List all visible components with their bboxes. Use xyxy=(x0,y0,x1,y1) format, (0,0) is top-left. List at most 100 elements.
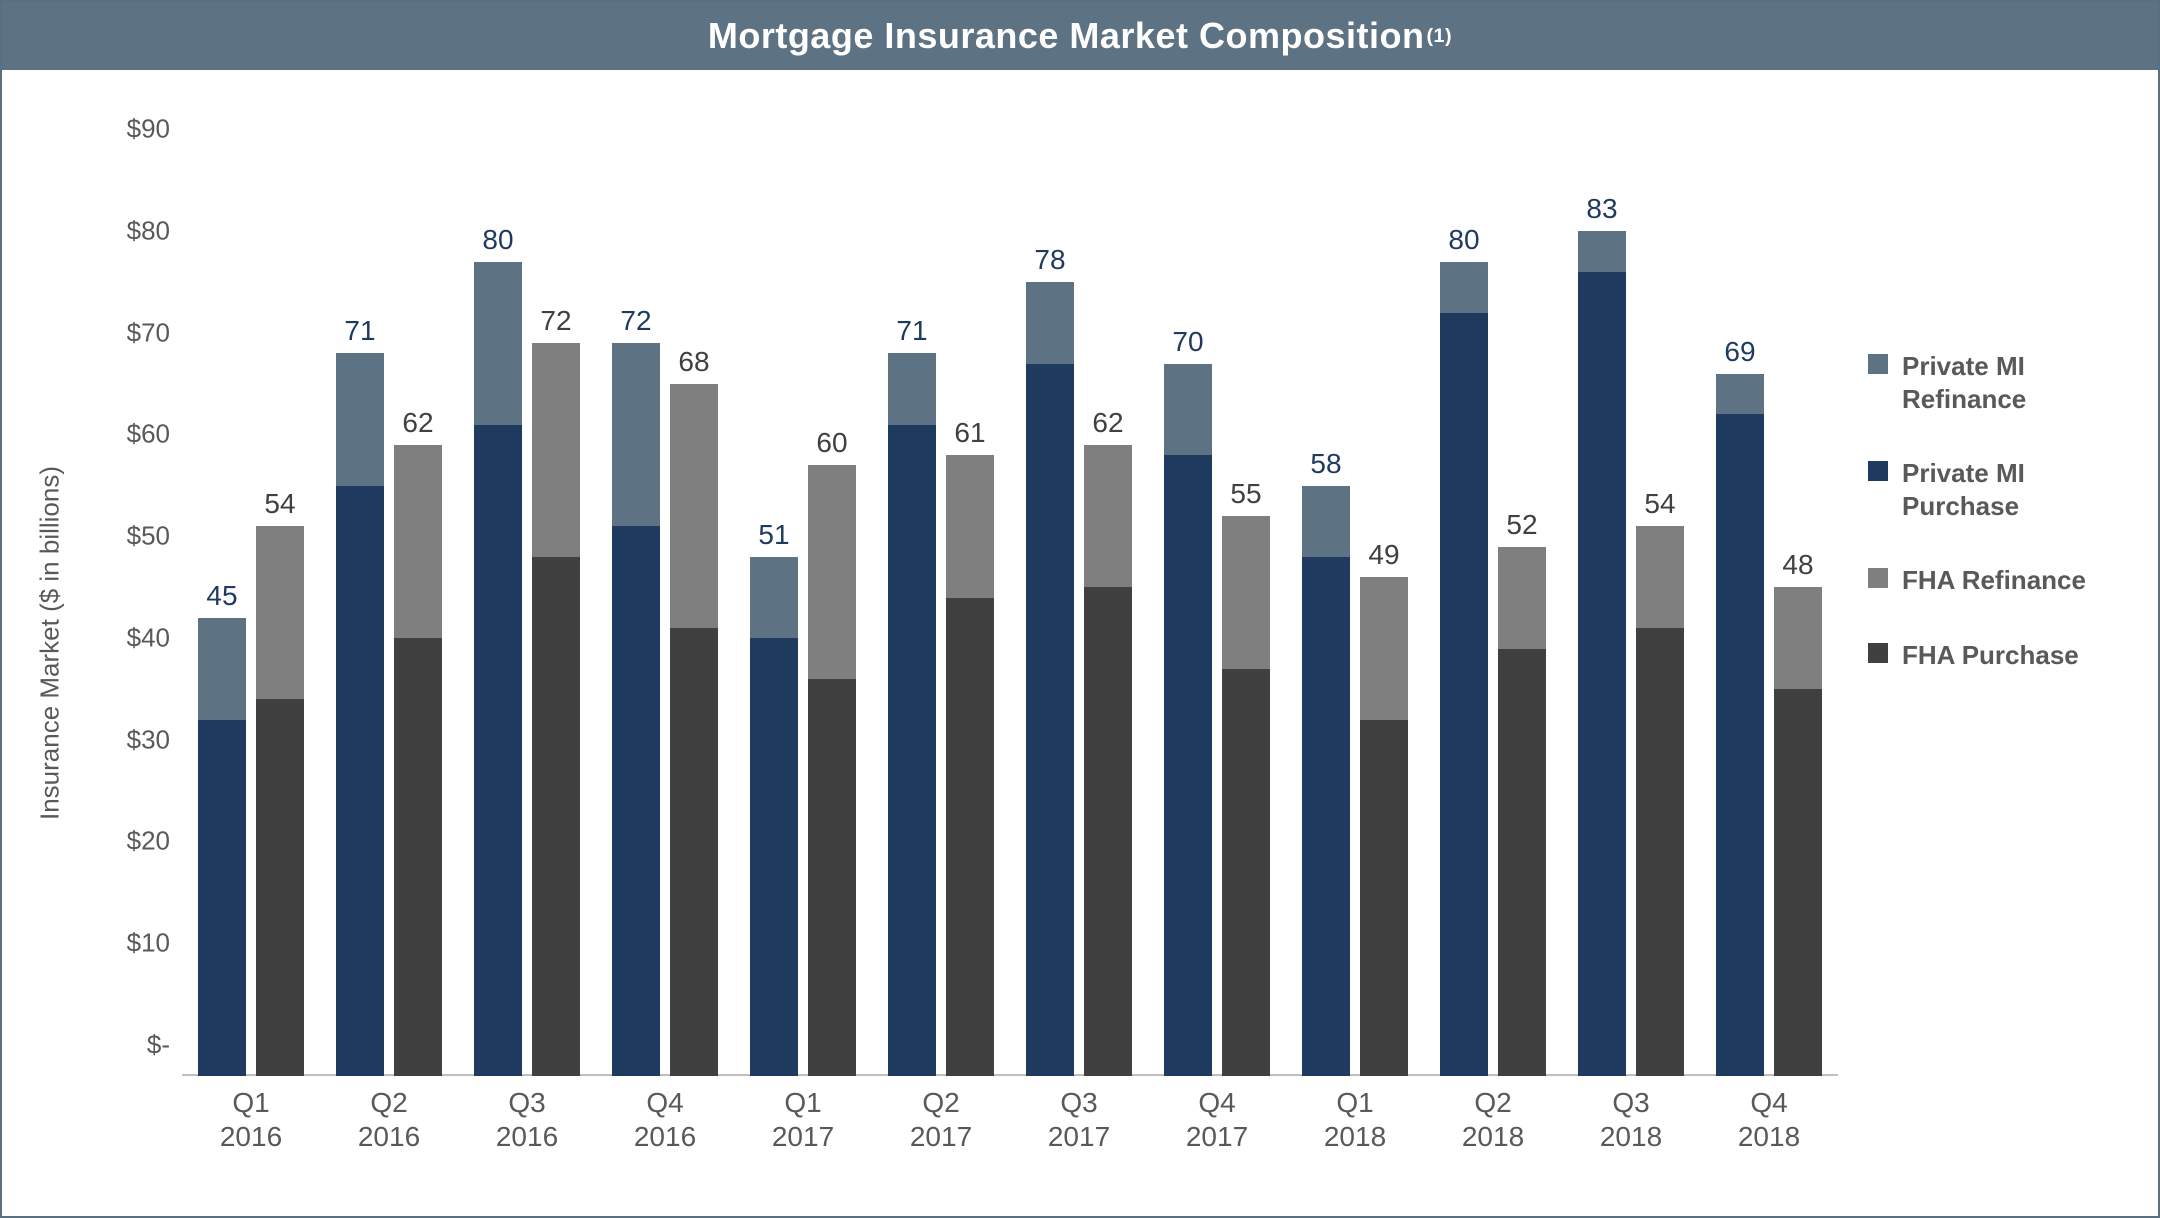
seg-fha-purchase xyxy=(1360,720,1408,1076)
seg-private-purchase xyxy=(1026,364,1074,1076)
bar-total-private: 78 xyxy=(1034,244,1065,276)
x-tick-label: Q22017 xyxy=(910,1076,972,1153)
legend-swatch xyxy=(1868,643,1888,663)
x-tick-label: Q32016 xyxy=(496,1076,558,1153)
bar-private-mi: 72 xyxy=(612,343,660,1076)
bar-group: 5160Q12017 xyxy=(734,160,872,1076)
y-tick-label: $80 xyxy=(127,215,170,246)
seg-fha-refinance xyxy=(946,455,994,597)
x-tick-label: Q12016 xyxy=(220,1076,282,1153)
seg-fha-refinance xyxy=(808,465,856,679)
bar-fha: 48 xyxy=(1774,587,1822,1076)
legend-label: Private MI Refinance xyxy=(1902,350,2128,415)
seg-private-refinance xyxy=(888,353,936,424)
x-tick-label: Q22016 xyxy=(358,1076,420,1153)
bar-total-private: 45 xyxy=(206,580,237,612)
x-tick-label: Q32018 xyxy=(1600,1076,1662,1153)
legend-label: Private MI Purchase xyxy=(1902,457,2128,522)
y-tick-label: $30 xyxy=(127,724,170,755)
legend-label: FHA Refinance xyxy=(1902,564,2086,597)
seg-private-purchase xyxy=(1440,313,1488,1076)
chart-title: Mortgage Insurance Market Composition(1) xyxy=(2,2,2158,70)
seg-private-refinance xyxy=(1164,364,1212,456)
seg-fha-refinance xyxy=(256,526,304,699)
bar-private-mi: 71 xyxy=(336,353,384,1076)
seg-fha-purchase xyxy=(946,598,994,1076)
y-tick-label: $10 xyxy=(127,928,170,959)
seg-fha-purchase xyxy=(1774,689,1822,1076)
chart-area: Insurance Market ($ in billions) 45 54 Q12… xyxy=(2,70,2158,1216)
legend-item: Private MI Purchase xyxy=(1868,457,2128,522)
legend-swatch xyxy=(1868,354,1888,374)
bar-private-mi: 71 xyxy=(888,353,936,1076)
seg-private-refinance xyxy=(750,557,798,638)
seg-fha-refinance xyxy=(1360,577,1408,719)
seg-private-purchase xyxy=(1164,455,1212,1076)
seg-private-purchase xyxy=(336,486,384,1076)
bar-private-mi: 51 xyxy=(750,557,798,1076)
bar-total-private: 72 xyxy=(620,305,651,337)
bar-group: 5849Q12018 xyxy=(1286,160,1424,1076)
seg-fha-refinance xyxy=(670,384,718,628)
seg-fha-purchase xyxy=(1222,669,1270,1076)
seg-fha-refinance xyxy=(1498,547,1546,649)
x-tick-label: Q12018 xyxy=(1324,1076,1386,1153)
seg-fha-purchase xyxy=(1636,628,1684,1076)
bar-total-private: 70 xyxy=(1172,326,1203,358)
bar-group: 8354Q32018 xyxy=(1562,160,1700,1076)
y-axis-title: Insurance Market ($ in billions) xyxy=(35,466,66,820)
bar-group: 6948Q42018 xyxy=(1700,160,1838,1076)
bar-group: 7268Q42016 xyxy=(596,160,734,1076)
y-tick-label: $70 xyxy=(127,317,170,348)
y-tick-label: $90 xyxy=(127,114,170,145)
legend-item: FHA Refinance xyxy=(1868,564,2128,597)
seg-private-purchase xyxy=(1302,557,1350,1076)
x-tick-label: Q12017 xyxy=(772,1076,834,1153)
y-tick-label: $50 xyxy=(127,521,170,552)
bar-fha: 54 xyxy=(1636,526,1684,1076)
seg-private-refinance xyxy=(474,262,522,425)
y-tick-label: $40 xyxy=(127,622,170,653)
seg-private-purchase xyxy=(1578,272,1626,1076)
x-tick-label: Q22018 xyxy=(1462,1076,1524,1153)
y-tick-label: $- xyxy=(147,1030,170,1061)
bar-total-private: 51 xyxy=(758,519,789,551)
seg-fha-purchase xyxy=(1084,587,1132,1076)
bar-fha: 55 xyxy=(1222,516,1270,1076)
bar-fha: 68 xyxy=(670,384,718,1076)
seg-private-refinance xyxy=(1302,486,1350,557)
legend-label: FHA Purchase xyxy=(1902,639,2079,672)
bar-total-private: 80 xyxy=(1448,224,1479,256)
seg-fha-refinance xyxy=(1774,587,1822,689)
legend-swatch xyxy=(1868,568,1888,588)
bar-total-fha: 62 xyxy=(402,407,433,439)
plot-region: 4554Q120167162Q220168072Q320167268Q42016… xyxy=(182,160,1838,1076)
bar-group: 8052Q22018 xyxy=(1424,160,1562,1076)
seg-fha-purchase xyxy=(808,679,856,1076)
seg-private-refinance xyxy=(336,353,384,485)
bar-total-private: 69 xyxy=(1724,336,1755,368)
bar-group: 7161Q22017 xyxy=(872,160,1010,1076)
bar-private-mi: 45 xyxy=(198,618,246,1076)
seg-fha-refinance xyxy=(1636,526,1684,628)
seg-private-purchase xyxy=(612,526,660,1076)
seg-fha-purchase xyxy=(1498,649,1546,1076)
x-tick-label: Q42018 xyxy=(1738,1076,1800,1153)
seg-private-refinance xyxy=(612,343,660,526)
bar-private-mi: 80 xyxy=(1440,262,1488,1076)
x-tick-label: Q42017 xyxy=(1186,1076,1248,1153)
seg-private-purchase xyxy=(888,425,936,1076)
bar-private-mi: 70 xyxy=(1164,364,1212,1076)
bar-total-fha: 61 xyxy=(954,417,985,449)
bar-total-private: 58 xyxy=(1310,448,1341,480)
y-tick-label: $60 xyxy=(127,419,170,450)
bar-total-private: 83 xyxy=(1586,193,1617,225)
bar-total-fha: 52 xyxy=(1506,509,1537,541)
legend-item: FHA Purchase xyxy=(1868,639,2128,672)
bar-group: 7055Q42017 xyxy=(1148,160,1286,1076)
bar-private-mi: 80 xyxy=(474,262,522,1076)
bar-group: 8072Q32016 xyxy=(458,160,596,1076)
bar-fha: 72 xyxy=(532,343,580,1076)
y-tick-label: $20 xyxy=(127,826,170,857)
seg-private-purchase xyxy=(474,425,522,1076)
